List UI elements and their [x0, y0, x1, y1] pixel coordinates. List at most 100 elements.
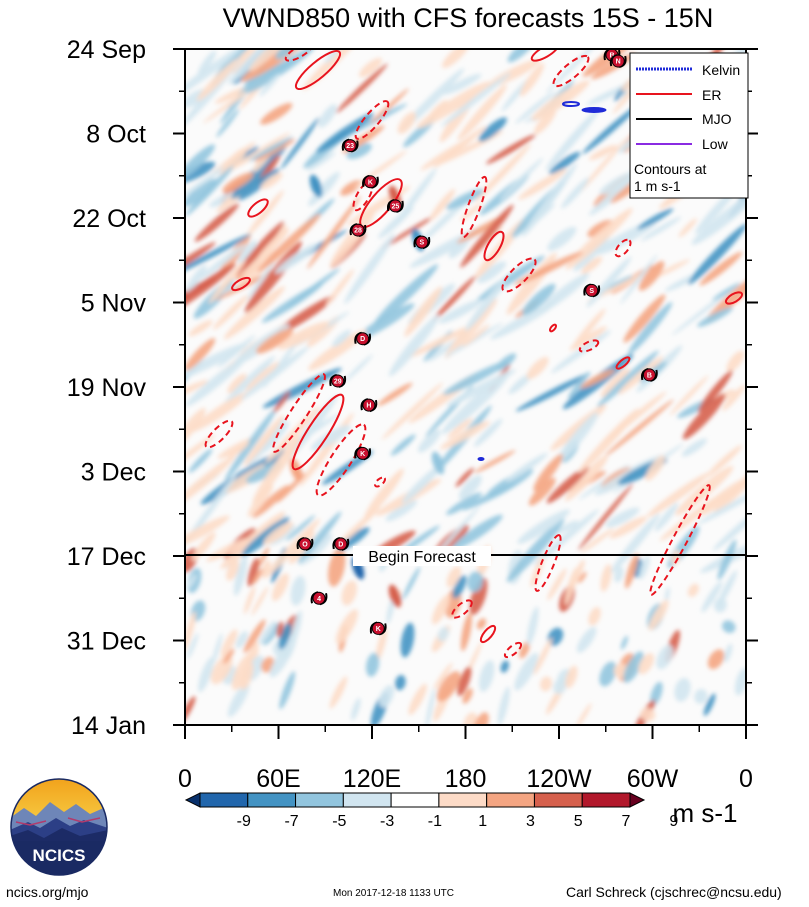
anomaly-blob — [213, 294, 249, 330]
storm-label: S — [420, 240, 425, 247]
anomaly-blob — [302, 49, 362, 91]
anomaly-blob — [518, 168, 567, 200]
anomaly-blob — [416, 81, 490, 129]
anomaly-blob — [396, 168, 437, 223]
anomaly-blob — [545, 49, 606, 94]
anomaly-blob — [675, 466, 734, 516]
anomaly-blob — [194, 203, 239, 242]
anomaly-blob — [469, 577, 488, 615]
anomaly-blob — [185, 165, 234, 217]
er-contour-negative — [204, 419, 234, 449]
storm-label: D — [360, 336, 365, 343]
anomaly-blob — [220, 147, 247, 177]
anomaly-blob — [236, 221, 284, 276]
anomaly-blob — [307, 195, 361, 269]
anomaly-blob — [547, 568, 567, 601]
colorbar-segment — [581, 792, 631, 808]
anomaly-blob — [614, 566, 624, 583]
kelvin-contour-group — [477, 101, 607, 461]
anomaly-blob — [328, 547, 346, 587]
anomaly-blob — [646, 472, 710, 518]
colorbar-label: 9 — [669, 813, 678, 830]
anomaly-blob — [185, 263, 236, 318]
anomaly-blob — [261, 560, 271, 578]
x-tick-label: 120E — [343, 765, 401, 793]
anomaly-blob — [638, 261, 665, 291]
er-contour-negative — [501, 257, 537, 293]
anomaly-blob — [233, 555, 248, 596]
anomaly-blob — [185, 696, 196, 725]
anomaly-core — [309, 174, 323, 198]
anomaly-blob — [519, 641, 530, 659]
anomaly-blob — [275, 295, 336, 335]
anomaly-blob — [298, 511, 342, 564]
anomaly-blob — [637, 208, 674, 230]
anomaly-blob — [457, 666, 472, 697]
storm-label: 25 — [391, 203, 399, 210]
anomaly-blob — [714, 597, 727, 613]
anomaly-blob — [588, 145, 617, 161]
anomaly-blob — [228, 442, 250, 459]
anomaly-blob — [325, 269, 354, 306]
anomaly-blob — [533, 108, 557, 135]
anomaly-blob — [330, 210, 375, 268]
anomaly-blob — [272, 573, 289, 601]
y-tick-label: 22 Oct — [72, 205, 146, 233]
er-contour-negative — [315, 423, 367, 497]
y-tick-label: 24 Sep — [67, 36, 146, 64]
anomaly-blob — [556, 412, 599, 464]
anomaly-blob — [318, 104, 337, 128]
anomaly-blob — [688, 223, 746, 285]
anomaly-blob — [223, 286, 286, 340]
anomaly-blob — [332, 329, 351, 347]
anomaly-blob — [465, 278, 507, 332]
anomaly-blob — [446, 492, 482, 515]
anomaly-blob — [257, 546, 270, 568]
anomaly-blob — [258, 621, 276, 645]
anomaly-blob — [228, 49, 285, 85]
anomaly-blob — [260, 172, 283, 190]
anomaly-blob — [678, 218, 697, 238]
anomaly-blob — [446, 369, 516, 407]
anomaly-blob — [442, 73, 482, 95]
anomaly-blob — [547, 226, 577, 251]
anomaly-blob — [224, 407, 277, 481]
anomaly-blob — [248, 49, 290, 72]
storm-marker: 25 — [387, 198, 404, 213]
anomaly-blob — [431, 594, 451, 625]
anomaly-blob — [604, 399, 674, 457]
anomaly-blob — [308, 171, 340, 207]
colorbar-segment — [295, 792, 344, 808]
anomaly-blob — [549, 151, 581, 175]
anomaly-blob — [359, 57, 382, 78]
anomaly-blob — [595, 220, 657, 255]
anomaly-blob — [247, 557, 260, 587]
wind-anomaly-field — [185, 49, 746, 725]
er-contour-negative — [284, 49, 314, 62]
anomaly-blob — [462, 483, 517, 511]
anomaly-blob — [578, 571, 587, 584]
anomaly-blob — [514, 251, 583, 286]
anomaly-blob — [248, 417, 287, 466]
anomaly-blob — [669, 375, 709, 416]
anomaly-blob — [526, 357, 549, 380]
storm-label: 4 — [317, 596, 321, 603]
storm-label: 23 — [346, 143, 354, 150]
anomaly-blob — [208, 260, 246, 304]
anomaly-blob — [460, 612, 472, 652]
anomaly-blob — [694, 688, 708, 704]
colorbar-label: 1 — [478, 813, 487, 830]
anomaly-blob — [514, 652, 539, 691]
longitude-axis: 0 60E 120E 180 120W 60W 0 — [178, 725, 753, 793]
anomaly-blob — [380, 215, 436, 250]
anomaly-blob — [587, 219, 613, 238]
anomaly-blob — [623, 651, 644, 683]
anomaly-blob — [370, 88, 409, 124]
footer-timestamp: Mon 2017-12-18 1133 UTC — [333, 888, 454, 899]
anomaly-blob — [432, 275, 476, 322]
anomaly-blob — [599, 661, 617, 687]
anomaly-blob — [462, 324, 490, 347]
er-contour — [479, 624, 497, 644]
anomaly-blob — [722, 620, 736, 633]
anomaly-blob — [645, 455, 665, 481]
